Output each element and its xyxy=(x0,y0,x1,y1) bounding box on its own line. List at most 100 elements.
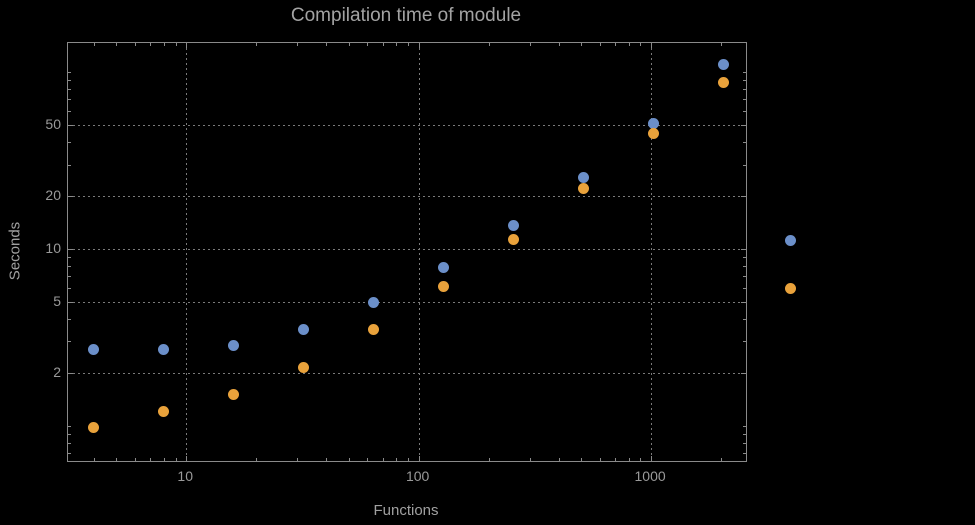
y-minor-tick xyxy=(743,164,746,166)
x-minor-tick xyxy=(367,43,369,46)
x-major-tick xyxy=(186,456,188,461)
data-point-series-1-blue xyxy=(368,296,380,308)
y-major-tick xyxy=(741,302,746,304)
x-minor-tick xyxy=(615,43,617,46)
data-point-series-2-orange xyxy=(368,324,380,336)
y-minor-tick xyxy=(68,288,71,290)
x-major-tick xyxy=(651,456,653,461)
data-point-series-1-blue xyxy=(228,339,240,351)
y-minor-tick xyxy=(68,453,71,455)
y-minor-tick xyxy=(743,341,746,343)
x-tick-label: 1000 xyxy=(634,468,666,484)
x-minor-tick xyxy=(175,43,177,46)
x-minor-tick xyxy=(297,458,299,461)
x-minor-tick xyxy=(488,458,490,461)
data-point-series-2-orange xyxy=(298,361,310,373)
x-minor-tick xyxy=(408,43,410,46)
plot-area xyxy=(67,42,747,462)
x-minor-tick xyxy=(163,43,165,46)
y-minor-tick xyxy=(68,164,71,166)
y-gridline xyxy=(68,195,746,197)
x-minor-tick xyxy=(396,458,398,461)
x-minor-tick xyxy=(326,458,328,461)
data-point-series-1-blue xyxy=(438,261,450,273)
y-gridline xyxy=(68,302,746,304)
x-minor-tick xyxy=(640,43,642,46)
data-point-series-2-orange xyxy=(228,389,240,401)
data-point-series-1-blue xyxy=(717,59,729,71)
x-gridline xyxy=(651,43,653,461)
x-minor-tick xyxy=(93,458,95,461)
y-minor-tick xyxy=(743,266,746,268)
x-minor-tick xyxy=(326,43,328,46)
y-minor-tick xyxy=(68,443,71,444)
y-minor-tick xyxy=(743,443,746,444)
y-major-tick xyxy=(741,195,746,197)
y-minor-tick xyxy=(743,433,746,435)
x-minor-tick xyxy=(93,43,95,46)
y-minor-tick xyxy=(68,276,71,278)
y-minor-tick xyxy=(743,453,746,455)
y-tick-label: 10 xyxy=(45,239,61,256)
y-tick-label: 2 xyxy=(53,363,61,380)
y-minor-tick xyxy=(68,257,71,259)
x-minor-tick xyxy=(408,458,410,461)
y-minor-tick xyxy=(743,319,746,321)
y-minor-tick xyxy=(68,142,71,144)
y-major-tick xyxy=(741,125,746,127)
y-minor-tick xyxy=(743,257,746,259)
x-minor-tick xyxy=(163,458,165,461)
data-point-series-1-blue xyxy=(158,344,170,356)
x-minor-tick xyxy=(581,43,583,46)
x-minor-tick xyxy=(628,458,630,461)
x-minor-tick xyxy=(348,43,350,46)
x-minor-tick xyxy=(599,43,601,46)
x-minor-tick xyxy=(134,43,136,46)
y-minor-tick xyxy=(68,341,71,343)
x-minor-tick xyxy=(382,458,384,461)
x-minor-tick xyxy=(615,458,617,461)
x-minor-tick xyxy=(348,458,350,461)
y-minor-tick xyxy=(68,99,71,101)
x-minor-tick xyxy=(116,458,118,461)
x-minor-tick xyxy=(558,458,560,461)
x-minor-tick xyxy=(256,458,258,461)
y-tick-label: 5 xyxy=(53,293,61,310)
x-minor-tick xyxy=(581,458,583,461)
y-minor-tick xyxy=(743,89,746,91)
x-minor-tick xyxy=(134,458,136,461)
y-minor-tick xyxy=(68,425,71,427)
y-minor-tick xyxy=(743,142,746,144)
x-minor-tick xyxy=(721,458,723,461)
x-axis-label: Functions xyxy=(373,502,439,519)
x-minor-tick xyxy=(396,43,398,46)
x-tick-label: 100 xyxy=(405,468,430,484)
data-point-series-2-orange xyxy=(508,234,520,246)
x-minor-tick xyxy=(599,458,601,461)
legend xyxy=(785,235,905,305)
x-major-tick xyxy=(186,43,188,48)
data-point-series-1-blue xyxy=(578,171,590,183)
y-gridline xyxy=(68,125,746,127)
legend-marker xyxy=(785,235,796,246)
y-minor-tick xyxy=(743,276,746,278)
y-gridline xyxy=(68,372,746,374)
y-major-tick xyxy=(68,125,73,127)
x-gridline xyxy=(186,43,188,461)
x-minor-tick xyxy=(721,43,723,46)
y-minor-tick xyxy=(743,80,746,82)
data-point-series-1-blue xyxy=(88,344,100,356)
x-major-tick xyxy=(651,43,653,48)
y-minor-tick xyxy=(68,266,71,268)
x-minor-tick xyxy=(558,43,560,46)
x-tick-label: 10 xyxy=(177,468,193,484)
y-minor-tick xyxy=(68,319,71,321)
y-major-tick xyxy=(68,248,73,250)
chart-title: Compilation time of module xyxy=(290,5,522,26)
y-minor-tick xyxy=(743,72,746,74)
y-major-tick xyxy=(68,372,73,374)
x-minor-tick xyxy=(150,458,152,461)
x-minor-tick xyxy=(628,43,630,46)
data-point-series-2-orange xyxy=(648,127,659,139)
legend-marker xyxy=(785,283,796,294)
